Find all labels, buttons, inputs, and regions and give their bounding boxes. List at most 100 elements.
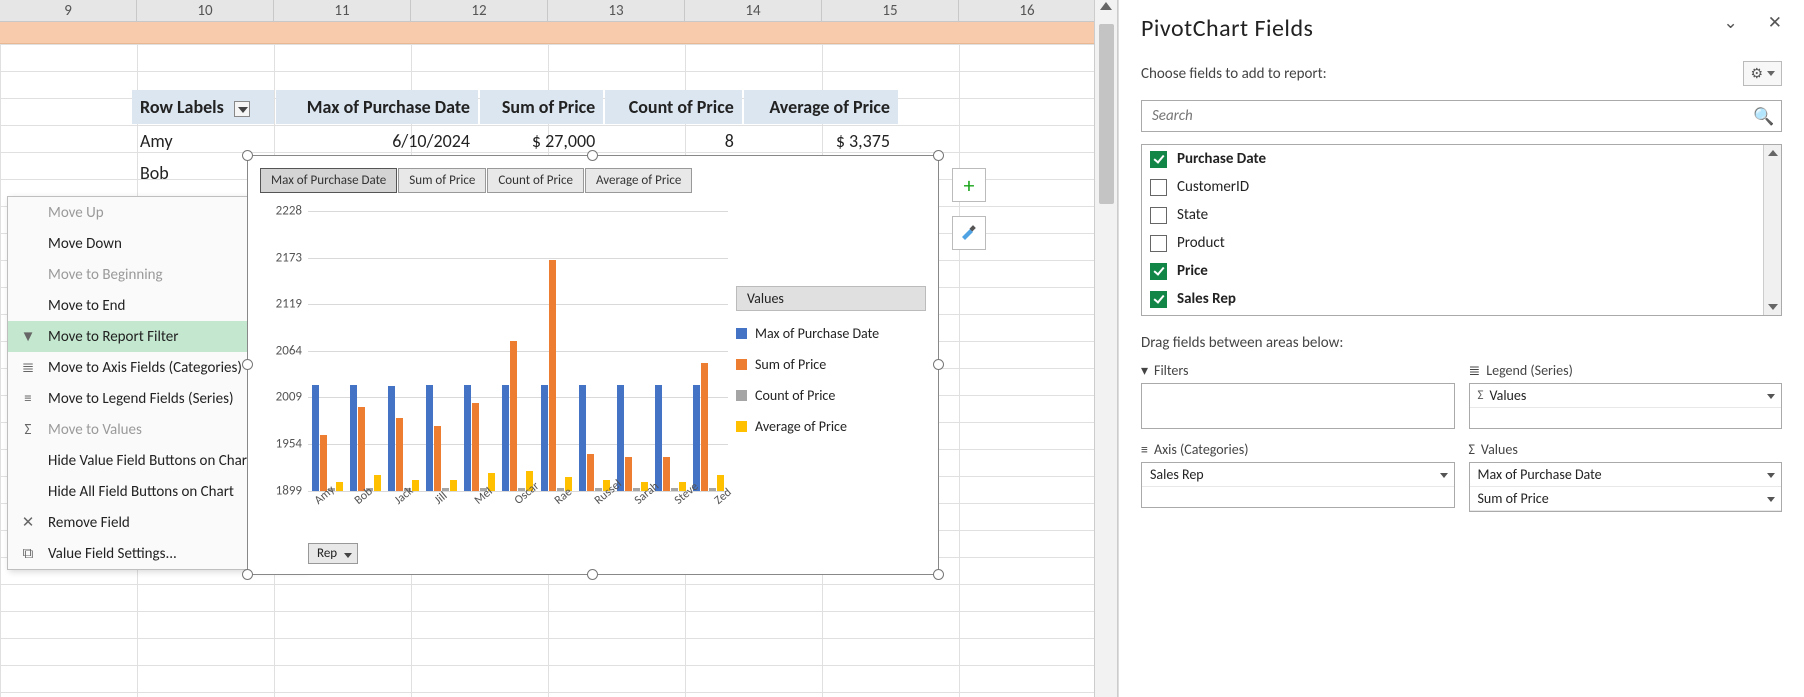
column-header[interactable]: 12 xyxy=(411,0,548,21)
bar xyxy=(434,426,441,491)
bar xyxy=(450,480,457,491)
checkbox-icon[interactable] xyxy=(1150,235,1167,252)
pivot-chart[interactable]: Max of Purchase DateSum of PriceCount of… xyxy=(247,155,939,575)
values-drop-zone[interactable]: Max of Purchase Date Sum of Price xyxy=(1469,462,1783,512)
area-chip[interactable]: Values xyxy=(1470,384,1782,408)
bar xyxy=(502,385,509,491)
axis-filter-label: Rep xyxy=(317,546,337,561)
bar xyxy=(336,482,343,491)
field-list-item[interactable]: Purchase Date xyxy=(1142,145,1781,173)
column-header[interactable]: 16 xyxy=(959,0,1096,21)
column-header[interactable]: 9 xyxy=(0,0,137,21)
search-icon[interactable]: 🔍 xyxy=(1747,106,1781,127)
column-header[interactable]: 15 xyxy=(822,0,959,21)
column-ruler: 910111213141516 xyxy=(0,0,1094,22)
bar xyxy=(701,363,708,492)
bar xyxy=(350,385,357,491)
bar xyxy=(374,475,381,491)
hdr-avg: Average of Price xyxy=(744,90,898,124)
resize-handle[interactable] xyxy=(587,569,598,580)
row-labels-dropdown-icon[interactable] xyxy=(234,101,250,117)
menu-item-label: Value Field Settings... xyxy=(48,545,177,563)
checkbox-icon[interactable] xyxy=(1150,263,1167,280)
gear-icon: ⚙ xyxy=(1750,65,1763,82)
area-chip[interactable]: Sum of Price xyxy=(1470,487,1782,511)
column-header[interactable]: 14 xyxy=(685,0,822,21)
scroll-up-icon[interactable] xyxy=(1100,2,1112,10)
values-title: Values xyxy=(1481,441,1518,458)
bar-group xyxy=(541,260,572,491)
field-label: Product xyxy=(1177,234,1225,252)
legend-swatch xyxy=(736,328,747,339)
field-list-scrollbar[interactable] xyxy=(1763,145,1781,315)
bar-group xyxy=(693,363,724,492)
vertical-scrollbar[interactable] xyxy=(1094,0,1118,697)
field-list-item[interactable]: Product xyxy=(1142,229,1781,257)
menu-item-label: Hide Value Field Buttons on Chart xyxy=(48,452,252,470)
chart-field-buttons: Max of Purchase DateSum of PriceCount of… xyxy=(260,168,692,193)
column-header[interactable]: 10 xyxy=(137,0,274,21)
chart-field-button[interactable]: Max of Purchase Date xyxy=(260,168,397,193)
field-search[interactable]: 🔍 xyxy=(1141,100,1782,132)
field-list-item[interactable]: CustomerID xyxy=(1142,173,1781,201)
area-chip[interactable]: Sales Rep xyxy=(1142,463,1454,487)
drag-areas-label: Drag fields between areas below: xyxy=(1141,334,1782,352)
legend-drop-zone[interactable]: Values xyxy=(1469,383,1783,429)
menu-item-label: Hide All Field Buttons on Chart xyxy=(48,483,234,501)
filters-title: Filters xyxy=(1154,362,1188,379)
resize-handle[interactable] xyxy=(242,569,253,580)
checkbox-icon[interactable] xyxy=(1150,151,1167,168)
field-label: State xyxy=(1177,206,1208,224)
legend-label: Sum of Price xyxy=(755,356,826,373)
panel-collapse-icon[interactable]: ⌄ xyxy=(1724,12,1738,33)
resize-handle[interactable] xyxy=(587,150,598,161)
area-chip[interactable]: Max of Purchase Date xyxy=(1470,463,1782,487)
bar xyxy=(464,385,471,491)
menu-item-icon: ⧉ xyxy=(18,545,38,563)
panel-title: PivotChart Fields xyxy=(1141,14,1313,43)
chart-styles-button[interactable] xyxy=(952,216,986,250)
chart-axis-filter[interactable]: Rep xyxy=(308,543,358,564)
x-tick-label: Jill xyxy=(432,489,450,507)
search-input[interactable] xyxy=(1142,107,1747,125)
chart-elements-button[interactable]: + xyxy=(952,168,986,202)
filter-icon: ▾ xyxy=(1141,362,1148,379)
panel-close-icon[interactable]: ✕ xyxy=(1768,12,1782,33)
legend-swatch xyxy=(736,359,747,370)
column-header[interactable]: 13 xyxy=(548,0,685,21)
hdr-sum: Sum of Price xyxy=(480,90,603,124)
bar-group xyxy=(655,385,686,491)
values-area: Σ Values Max of Purchase DateSum of Pric… xyxy=(1469,441,1783,512)
axis-drop-zone[interactable]: Sales Rep xyxy=(1141,462,1455,508)
chart-plot-area: 1899195420092064211921732228AmyBobJackJi… xyxy=(308,211,728,491)
scroll-thumb[interactable] xyxy=(1099,24,1114,204)
menu-item-icon: ≣ xyxy=(18,358,38,377)
row-labels-header[interactable]: Row Labels xyxy=(132,90,274,124)
filters-drop-zone[interactable] xyxy=(1141,383,1455,429)
field-list-item[interactable]: State xyxy=(1142,201,1781,229)
checkbox-icon[interactable] xyxy=(1150,207,1167,224)
bar xyxy=(412,480,419,491)
bar xyxy=(617,385,624,491)
resize-handle[interactable] xyxy=(933,150,944,161)
bar-group xyxy=(388,386,419,491)
resize-handle[interactable] xyxy=(242,150,253,161)
field-label: Price xyxy=(1177,262,1208,280)
resize-handle[interactable] xyxy=(933,359,944,370)
checkbox-icon[interactable] xyxy=(1150,291,1167,308)
chip-label: Sum of Price xyxy=(1478,490,1549,507)
bar-group xyxy=(617,385,648,491)
field-list-item[interactable]: Price xyxy=(1142,257,1781,285)
panel-options-button[interactable]: ⚙ xyxy=(1743,61,1782,86)
chart-field-button[interactable]: Count of Price xyxy=(487,168,584,193)
checkbox-icon[interactable] xyxy=(1150,179,1167,196)
resize-handle[interactable] xyxy=(933,569,944,580)
bar-group xyxy=(350,385,381,491)
resize-handle[interactable] xyxy=(242,359,253,370)
chart-legend: Values Max of Purchase DateSum of PriceC… xyxy=(736,286,926,435)
field-list-item[interactable]: Sales Rep xyxy=(1142,285,1781,313)
column-header[interactable]: 11 xyxy=(274,0,411,21)
chart-field-button[interactable]: Average of Price xyxy=(585,168,692,193)
chart-field-button[interactable]: Sum of Price xyxy=(398,168,486,193)
menu-item-icon: Σ xyxy=(18,421,38,439)
